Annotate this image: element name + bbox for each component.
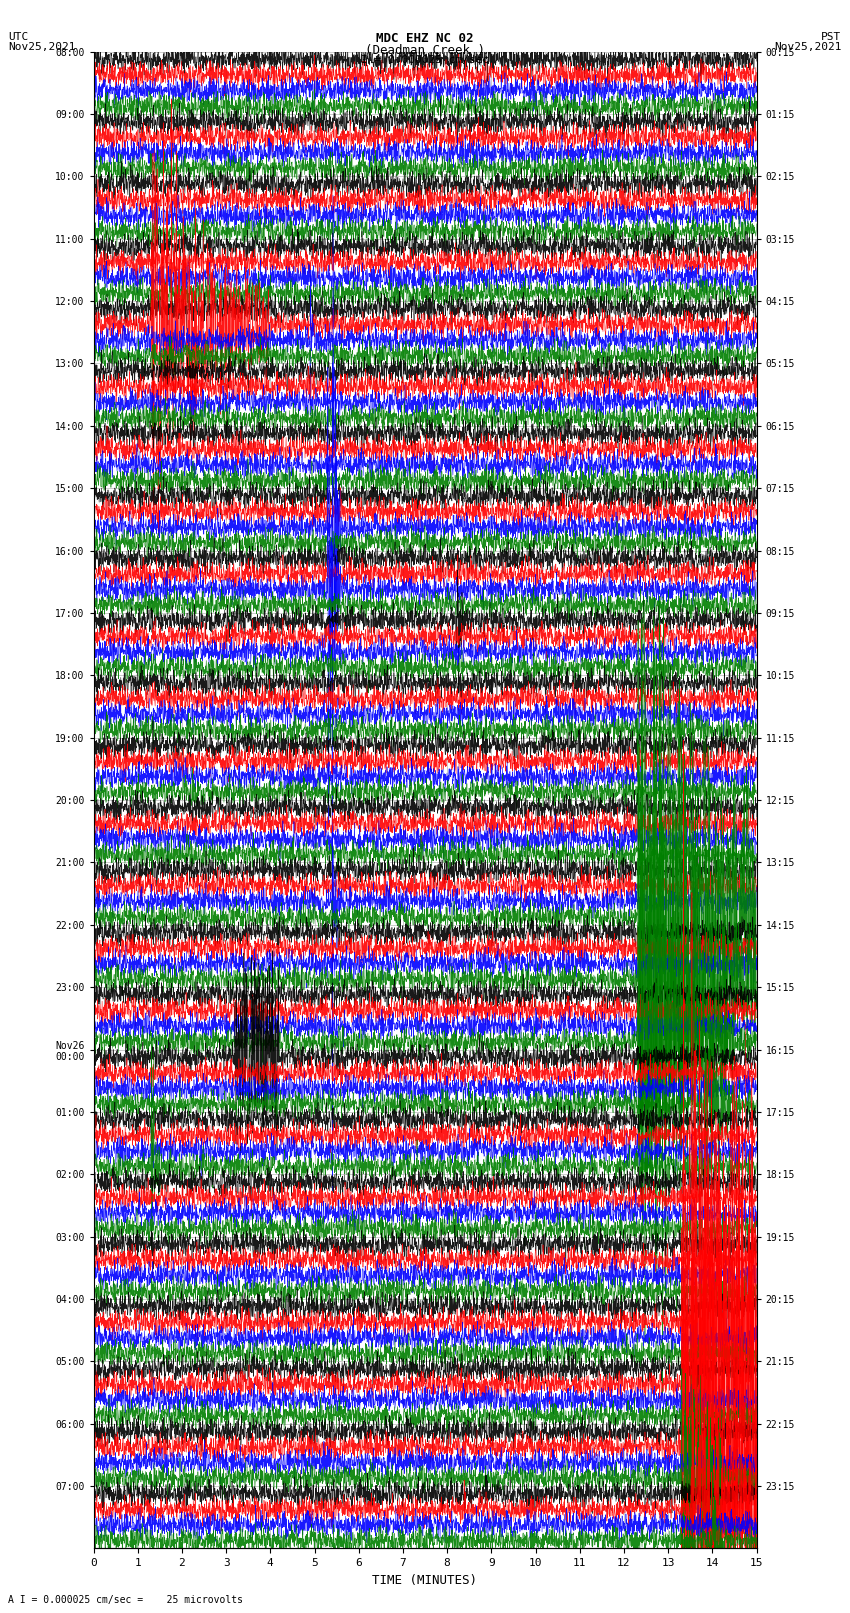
Text: (Deadman Creek ): (Deadman Creek )	[365, 44, 485, 56]
Text: Nov25,2021: Nov25,2021	[774, 42, 842, 52]
Text: A I = 0.000025 cm/sec =    25 microvolts: A I = 0.000025 cm/sec = 25 microvolts	[8, 1595, 243, 1605]
Text: PST: PST	[821, 32, 842, 42]
Text: I = 0.000025 cm/sec: I = 0.000025 cm/sec	[361, 55, 489, 65]
X-axis label: TIME (MINUTES): TIME (MINUTES)	[372, 1574, 478, 1587]
Text: Nov25,2021: Nov25,2021	[8, 42, 76, 52]
Text: UTC: UTC	[8, 32, 29, 42]
Text: MDC EHZ NC 02: MDC EHZ NC 02	[377, 32, 473, 45]
